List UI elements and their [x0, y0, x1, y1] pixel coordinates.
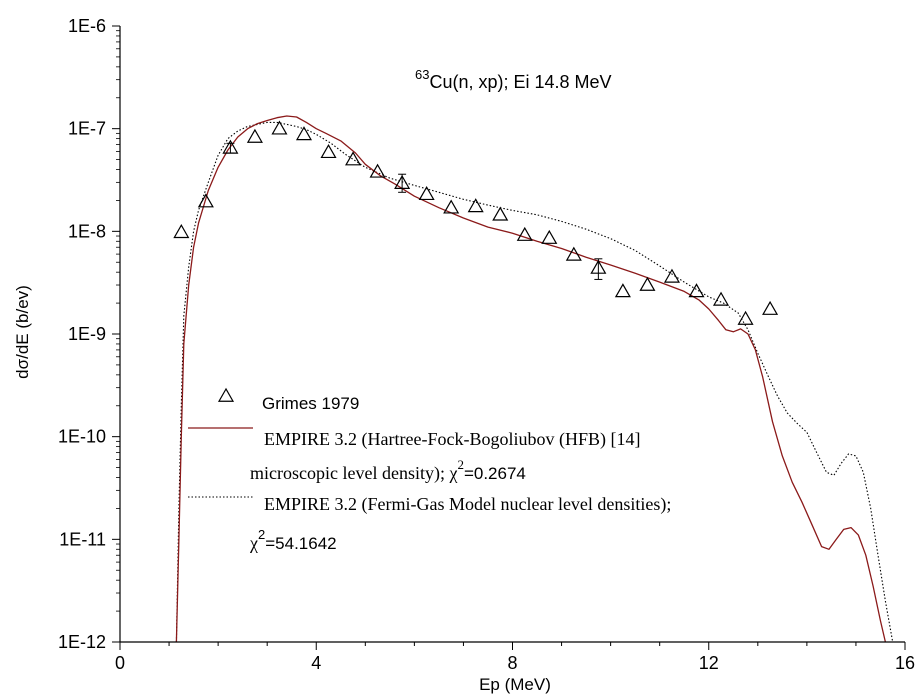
y-tick-label: 1E-10 — [58, 427, 106, 447]
data-point-grimes — [565, 246, 582, 261]
data-point-grimes — [688, 283, 705, 298]
axes: 0 4 8 12 16 1E-12 1E-11 1E-10 1E-9 1E-8 1E-7 1E-6 — [58, 16, 915, 673]
chart-title-superscript: 63 — [415, 67, 429, 82]
data-point-grimes — [418, 185, 435, 201]
data-point-grimes — [663, 268, 680, 283]
legend-label-fermi: EMPIRE 3.2 (Fermi-Gas Model nuclear leve… — [264, 494, 671, 515]
data-point-grimes — [173, 224, 190, 239]
y-tick-label: 1E-11 — [59, 529, 106, 549]
data-point-grimes — [737, 310, 754, 325]
y-axis-label: dσ/dE (b/ev) — [13, 285, 32, 379]
chart-title: 63Cu(n, xp); Ei 14.8 MeV — [415, 67, 612, 92]
data-point-grimes — [443, 199, 460, 214]
data-point-grimes — [492, 206, 509, 221]
legend-label-hfb: EMPIRE 3.2 (Hartree-Fock-Bogoliubov (HFB… — [264, 429, 640, 450]
data-point-grimes — [271, 120, 288, 135]
data-point-grimes — [614, 283, 631, 298]
data-point-grimes — [369, 163, 386, 178]
data-point-grimes — [639, 276, 656, 291]
legend-label-fermi-line2: χ2=54.1642 — [249, 527, 337, 553]
legend-label-hfb-line2: microscopic level density); χ2=0.2674 — [250, 457, 526, 484]
x-axis-label: Ep (MeV) — [479, 675, 551, 694]
data-point-grimes — [320, 143, 337, 159]
data-point-grimes — [246, 128, 263, 143]
data-point-grimes — [541, 229, 558, 244]
plot-area — [173, 115, 894, 643]
x-tick-label: 12 — [699, 653, 719, 673]
data-point-grimes — [467, 198, 484, 213]
legend: Grimes 1979 EMPIRE 3.2 (Hartree-Fock-Bog… — [188, 387, 671, 553]
data-point-grimes — [712, 291, 730, 306]
hfb-curve — [175, 115, 887, 643]
y-tick-label: 1E-12 — [58, 632, 106, 652]
legend-label-grimes: Grimes 1979 — [262, 394, 359, 413]
chart-title-text: Cu(n, xp); Ei 14.8 MeV — [429, 72, 611, 92]
y-tick-label: 1E-8 — [68, 221, 106, 241]
data-point-grimes — [222, 139, 239, 154]
x-tick-label: 16 — [895, 653, 915, 673]
x-tick-label: 8 — [507, 653, 517, 673]
y-tick-label: 1E-9 — [68, 324, 106, 344]
legend-triangle-icon — [217, 387, 235, 402]
y-tick-label: 1E-7 — [68, 119, 106, 139]
data-point-grimes — [197, 193, 214, 208]
fermi-gas-curve — [175, 121, 894, 643]
data-point-grimes — [345, 151, 362, 166]
y-tick-label: 1E-6 — [68, 16, 106, 36]
data-point-grimes — [516, 226, 533, 241]
legend-marker-grimes — [217, 387, 235, 402]
x-tick-label: 0 — [115, 653, 125, 673]
data-point-grimes — [394, 174, 411, 189]
data-point-grimes — [590, 259, 607, 274]
data-point-grimes — [762, 300, 779, 315]
data-point-grimes — [295, 126, 313, 141]
x-tick-label: 4 — [311, 653, 321, 673]
